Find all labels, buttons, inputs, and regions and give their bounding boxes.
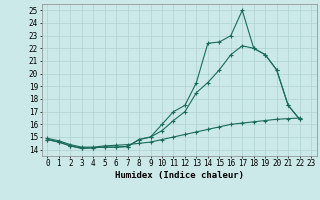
X-axis label: Humidex (Indice chaleur): Humidex (Indice chaleur) — [115, 171, 244, 180]
